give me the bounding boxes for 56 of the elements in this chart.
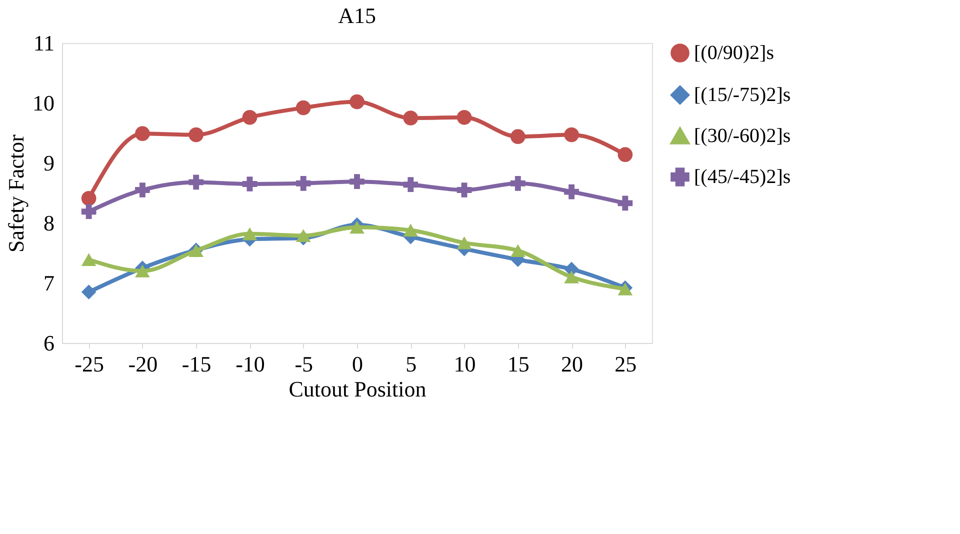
y-tick-label: 11 [33, 30, 54, 56]
x-axis-title: Cutout Position [288, 376, 426, 402]
point [350, 94, 364, 110]
x-tick-label: -20 [128, 352, 158, 376]
point [296, 100, 311, 116]
point [242, 176, 258, 192]
point [81, 204, 96, 220]
x-tick-label: -10 [236, 352, 265, 376]
point [81, 253, 96, 266]
point [510, 244, 526, 258]
x-tick-label: 0 [352, 352, 363, 376]
point [564, 184, 579, 200]
point [350, 220, 364, 234]
x-tick-label: -25 [74, 352, 104, 376]
x-tick-label: 15 [507, 352, 530, 376]
point [456, 110, 472, 125]
point [564, 270, 579, 284]
legend-label: [(30/-60)2]s [694, 125, 791, 147]
point [188, 174, 204, 190]
point [242, 110, 258, 125]
y-tick-label: 7 [44, 270, 54, 296]
point [510, 129, 526, 144]
point [81, 191, 96, 206]
x-tick-label: -5 [294, 352, 314, 376]
legend-label: [(45/-45)2]s [694, 166, 791, 188]
point [135, 264, 150, 278]
point [135, 182, 150, 198]
legend-label: [(15/-75)2]s [694, 84, 791, 106]
point [618, 147, 633, 162]
chart-title: A15 [338, 3, 376, 28]
point [403, 177, 418, 192]
x-tick-label: 5 [406, 352, 417, 376]
x-tick-label: 25 [614, 352, 637, 376]
point [188, 127, 204, 142]
point [618, 196, 633, 211]
y-tick-label: 9 [44, 150, 54, 176]
x-tick-label: 10 [454, 352, 476, 376]
y-tick-label: 6 [44, 330, 54, 356]
point [510, 176, 526, 191]
point [81, 284, 96, 300]
point [403, 110, 418, 126]
point [403, 224, 418, 237]
point [296, 229, 311, 242]
y-tick-label: 10 [32, 90, 54, 116]
x-tick-label: 20 [561, 352, 584, 376]
point [564, 127, 579, 142]
point [350, 174, 364, 190]
point [135, 126, 150, 141]
x-tick-label: -15 [182, 352, 212, 376]
point [242, 227, 258, 240]
legend-label: [(0/90)2]s [694, 42, 774, 64]
point [296, 176, 311, 191]
y-tick-label: 8 [44, 210, 54, 236]
point [456, 236, 472, 250]
point [456, 182, 472, 198]
y-axis-title: Safety Factor [4, 134, 28, 252]
